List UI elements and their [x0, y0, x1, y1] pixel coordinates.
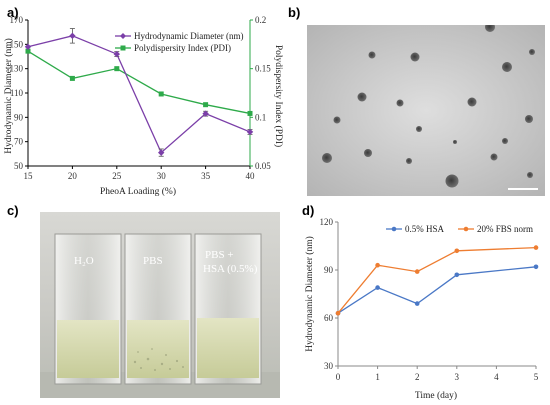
a-ytick-label: 50 — [14, 161, 24, 171]
cuvette-h2o — [54, 233, 122, 385]
d-xtick-label: 2 — [415, 372, 420, 382]
legend-label-hsa: 0.5% HSA — [405, 224, 445, 234]
pdi-point — [69, 75, 75, 81]
a-ylabel: Hydrodynamic Diameter (nm) — [3, 38, 14, 154]
a-xlabel: PheoA Loading (%) — [100, 186, 176, 197]
d-xtick-label: 5 — [534, 372, 539, 382]
photo-label-h2o: H₂O — [74, 255, 94, 267]
cuvette-photo: H₂O PBS PBS + HSA (0.5%) — [40, 212, 280, 398]
d-ytick-label: 30 — [324, 361, 334, 371]
legend-marker-pdi — [120, 45, 126, 51]
hsa-series-line — [337, 266, 537, 314]
hsa-point — [414, 301, 420, 306]
fbs-series-line — [337, 246, 537, 314]
a-ytick-label: 90 — [14, 112, 24, 122]
fbs-point — [454, 248, 460, 254]
d-ytick-label: 90 — [324, 265, 334, 275]
a-xtick-label: 25 — [112, 171, 122, 181]
a-ytick-label: 150 — [10, 39, 24, 49]
legend-marker-hsa — [391, 226, 397, 232]
a-y2tick-label: 0.2 — [255, 15, 266, 25]
a-y2tick-label: 0.15 — [255, 64, 271, 74]
fbs-point — [414, 269, 420, 274]
chart-a-pheoa-loading: 15 20 25 30 35 40 50 70 90 110 130 150 170 0.05 0.1 0.1… — [3, 15, 284, 197]
a-y2label: Polydispersity Index (PDI) — [273, 45, 284, 147]
fbs-point — [533, 245, 539, 250]
hd-point — [158, 149, 165, 156]
legend-label-hd: Hydrodynamic Diameter (nm) — [134, 31, 243, 41]
panel-label-b: b) — [288, 5, 301, 20]
pdi-point — [25, 48, 31, 54]
d-ytick-label: 120 — [320, 217, 334, 227]
a-xtick-label: 15 — [24, 171, 34, 181]
hsa-point — [533, 264, 539, 270]
pdi-point — [247, 110, 253, 116]
hd-point — [69, 32, 76, 40]
a-ytick-label: 70 — [14, 137, 24, 147]
pdi-point — [114, 66, 120, 72]
a-xtick-label: 20 — [68, 171, 78, 181]
hd-point — [246, 128, 254, 136]
photo-label-pbs: PBS — [143, 255, 163, 267]
hd-point — [202, 110, 209, 117]
legend-marker-hd — [120, 33, 126, 39]
legend-label-fbs: 20% FBS norm — [477, 224, 533, 234]
hsa-point — [454, 272, 460, 278]
scale-bar — [508, 188, 538, 190]
hsa-point — [375, 285, 380, 290]
a-y2tick-label: 0.05 — [255, 161, 271, 171]
hd-point — [24, 43, 32, 50]
panel-label-d: d) — [302, 203, 315, 218]
tem-micrograph — [307, 25, 545, 196]
hd-point — [113, 50, 120, 58]
d-xtick-label: 4 — [494, 372, 499, 382]
hd-series-line — [27, 35, 251, 154]
pdi-point — [203, 102, 209, 108]
pdi-point — [158, 91, 164, 97]
d-xtick-label: 0 — [336, 372, 341, 382]
d-ytick-label: 60 — [324, 313, 334, 323]
a-xtick-label: 40 — [246, 171, 256, 181]
panel-label-a: a) — [7, 5, 19, 20]
cuvette-pbs — [124, 233, 192, 385]
fbs-point — [375, 262, 380, 268]
a-xtick-label: 35 — [201, 171, 211, 181]
fbs-point — [335, 310, 341, 316]
legend-label-pdi: Polydispersity Index (PDI) — [134, 43, 231, 53]
a-ytick-label: 110 — [10, 88, 24, 98]
a-y2tick-label: 0.1 — [255, 112, 266, 122]
cuvette-pbs-hsa — [194, 233, 262, 385]
photo-label-pbs-plus: PBS + — [205, 249, 234, 261]
a-ytick-label: 170 — [10, 15, 24, 25]
pdi-series-line — [27, 50, 251, 115]
d-ylabel: Hydrodynamic Diameter (nm) — [304, 236, 315, 352]
legend-marker-fbs — [463, 226, 469, 232]
panel-label-c: c) — [7, 203, 19, 218]
a-xtick-label: 30 — [157, 171, 167, 181]
chart-d-stability: 0 1 2 3 4 5 30 60 90 120 0.5% HSA 20% FBS norm Ti… — [304, 217, 539, 401]
d-xtick-label: 1 — [375, 372, 380, 382]
d-xlabel: Time (day) — [415, 390, 457, 401]
a-ytick-label: 130 — [10, 64, 24, 74]
photo-label-hsa: HSA (0.5%) — [203, 263, 258, 275]
d-xtick-label: 3 — [455, 372, 460, 382]
